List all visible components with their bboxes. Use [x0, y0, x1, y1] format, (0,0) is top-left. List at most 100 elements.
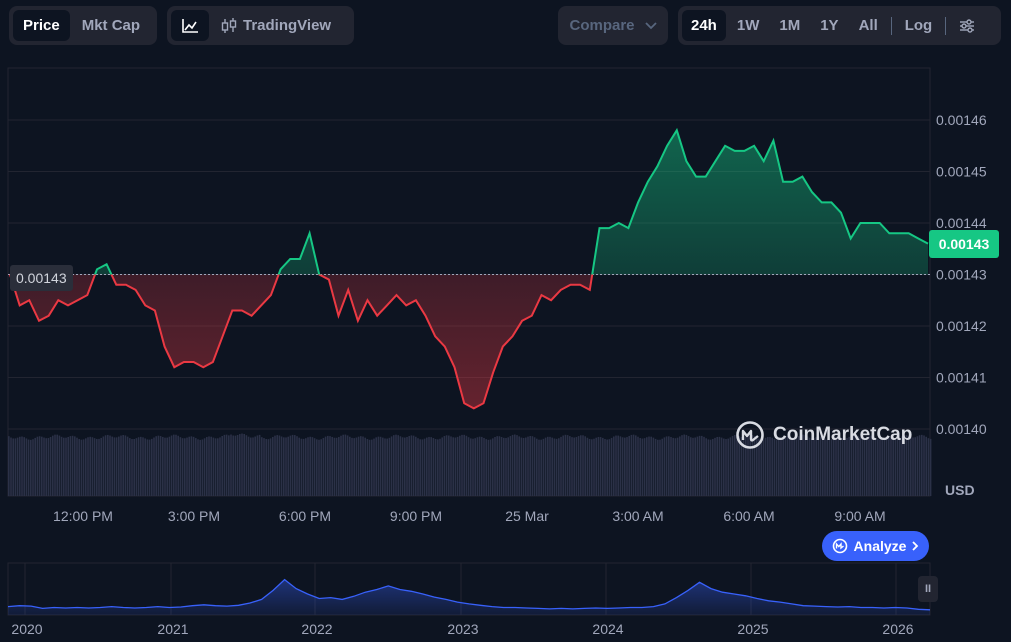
- volume-bar: [846, 438, 848, 496]
- chart-settings-button[interactable]: [950, 10, 984, 41]
- volume-bar: [412, 435, 415, 496]
- volume-bar: [712, 439, 714, 496]
- volume-bar: [841, 437, 844, 496]
- volume-bar: [340, 435, 342, 496]
- compare-label: Compare: [569, 17, 635, 34]
- y-tick-label: 0.00142: [936, 318, 987, 334]
- volume-bar: [448, 435, 450, 496]
- volume-bar: [228, 435, 230, 496]
- volume-bar: [811, 438, 813, 496]
- price-point: [550, 299, 552, 301]
- volume-bar: [333, 437, 336, 496]
- volume-bar: [621, 437, 624, 496]
- volume-bar: [877, 439, 879, 496]
- volume-bar: [760, 439, 762, 496]
- volume-bar: [144, 438, 146, 496]
- volume-bar: [23, 437, 25, 496]
- tab-mkt-cap[interactable]: Mkt Cap: [81, 17, 141, 34]
- range-24h[interactable]: 24h: [682, 10, 726, 41]
- volume-bar: [650, 436, 652, 496]
- volume-bar: [874, 437, 877, 496]
- price-point: [773, 140, 775, 142]
- price-point: [77, 299, 79, 301]
- volume-bar: [373, 438, 375, 496]
- volume-bar: [914, 437, 916, 496]
- volume-bar: [780, 438, 782, 496]
- price-point: [415, 299, 417, 301]
- log-scale-toggle[interactable]: Log: [904, 17, 933, 34]
- volume-bar: [252, 437, 254, 496]
- volume-bar: [542, 438, 545, 496]
- volume-bar: [87, 437, 89, 496]
- range-all[interactable]: All: [858, 17, 878, 34]
- navigator-handle[interactable]: II: [918, 576, 938, 602]
- volume-bar: [434, 439, 437, 496]
- volume-bar: [285, 437, 287, 496]
- volume-bar: [848, 436, 850, 496]
- volume-bar: [784, 435, 787, 496]
- analyze-button[interactable]: Analyze: [822, 531, 929, 561]
- volume-bar: [305, 438, 307, 496]
- volume-bar: [74, 436, 76, 496]
- price-point: [715, 160, 717, 162]
- volume-bar: [366, 439, 369, 496]
- volume-bar: [527, 436, 529, 496]
- volume-bar: [606, 439, 608, 496]
- volume-bar: [439, 438, 441, 496]
- volume-bar: [903, 435, 905, 496]
- volume-bar: [910, 436, 912, 496]
- volume-bar: [320, 439, 322, 496]
- volume-bar: [718, 436, 721, 496]
- volume-bar: [668, 436, 670, 496]
- price-point: [318, 274, 320, 276]
- volume-bar: [344, 434, 347, 496]
- volume-bar: [296, 436, 298, 496]
- volume-bar: [830, 439, 833, 496]
- volume-bar: [129, 438, 131, 496]
- volume-bar: [571, 437, 573, 496]
- volume-bar: [624, 437, 626, 496]
- volume-bar: [307, 437, 309, 496]
- price-point: [637, 202, 639, 204]
- volume-bar: [492, 438, 494, 496]
- volume-bar: [525, 437, 527, 496]
- volume-bar: [124, 435, 127, 496]
- tradingview-button[interactable]: TradingView: [211, 10, 341, 41]
- navigator-area: [8, 579, 930, 615]
- range-1m[interactable]: 1M: [779, 17, 801, 34]
- price-point: [357, 320, 359, 322]
- volume-bar: [93, 438, 96, 496]
- volume-bar: [272, 436, 274, 496]
- volume-bar: [819, 436, 822, 496]
- range-1y[interactable]: 1Y: [820, 17, 839, 34]
- range-1w[interactable]: 1W: [736, 17, 760, 34]
- volume-bar: [401, 437, 404, 496]
- price-point: [135, 289, 137, 291]
- volume-bar: [243, 433, 245, 496]
- price-point: [541, 294, 543, 296]
- volume-bar: [113, 437, 116, 496]
- time-navigator[interactable]: 2020 2021 2022 2023 2024 2025 2026: [7, 562, 931, 637]
- price-line-below: [9, 274, 594, 410]
- volume-bar: [602, 437, 604, 496]
- line-chart-button[interactable]: [171, 10, 209, 41]
- volume-bar: [826, 439, 828, 496]
- price-point: [850, 238, 852, 240]
- price-point: [444, 346, 446, 348]
- volume-bar: [393, 435, 395, 496]
- price-point: [289, 258, 291, 260]
- volume-bar: [551, 437, 553, 496]
- compare-dropdown[interactable]: Compare: [558, 6, 668, 45]
- volume-bar: [280, 436, 283, 496]
- price-point: [106, 263, 108, 265]
- volume-bar: [247, 436, 250, 496]
- volume-bar: [665, 436, 668, 496]
- volume-bar: [822, 437, 824, 496]
- tab-price[interactable]: Price: [13, 10, 70, 41]
- price-line-above: [10, 127, 929, 275]
- volume-bar: [67, 436, 69, 496]
- volume-bar: [742, 437, 745, 496]
- volume-bar: [291, 434, 294, 496]
- volume-bar: [652, 437, 655, 496]
